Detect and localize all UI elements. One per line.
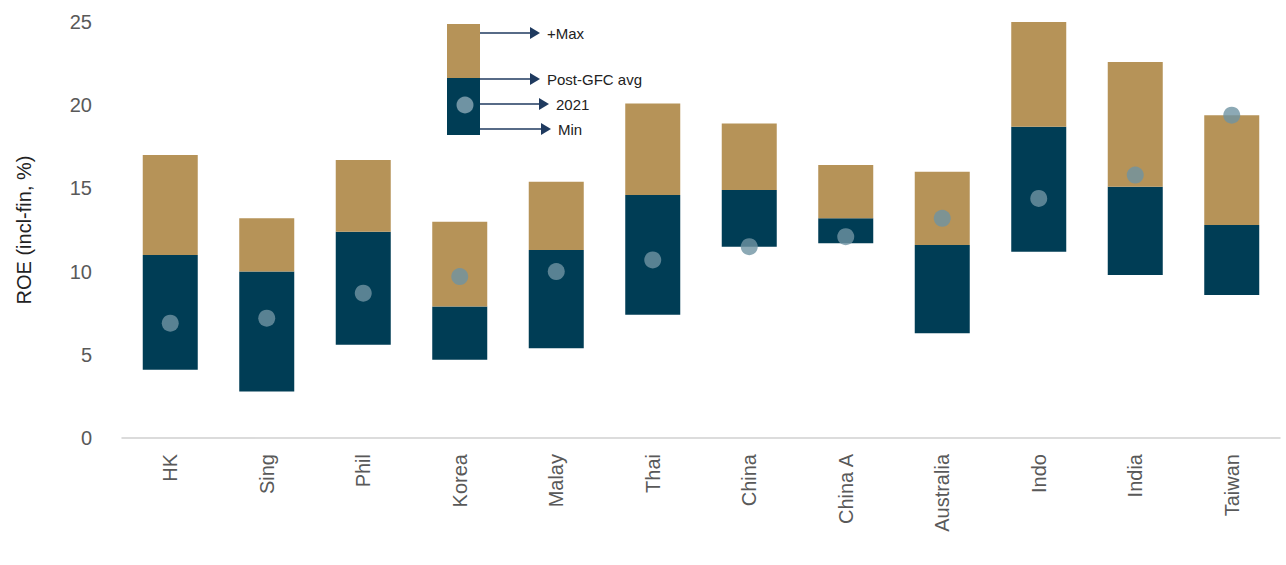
svg-text:China: China (738, 453, 760, 506)
svg-text:15: 15 (70, 177, 92, 199)
svg-text:Korea: Korea (449, 453, 471, 507)
svg-text:Phil: Phil (352, 454, 374, 487)
svg-text:Min: Min (558, 121, 582, 138)
svg-text:20: 20 (70, 94, 92, 116)
svg-text:Taiwan: Taiwan (1221, 454, 1243, 516)
svg-text:+Max: +Max (547, 25, 585, 42)
svg-text:Australia: Australia (931, 453, 953, 532)
svg-text:China A: China A (835, 453, 857, 524)
svg-text:25: 25 (70, 11, 92, 33)
svg-text:Malay: Malay (545, 454, 567, 507)
svg-text:Post-GFC avg: Post-GFC avg (547, 71, 642, 88)
svg-text:Indo: Indo (1028, 454, 1050, 493)
svg-text:2021: 2021 (556, 96, 589, 113)
svg-text:Thai: Thai (642, 454, 664, 493)
svg-text:5: 5 (81, 344, 92, 366)
svg-text:ROE (incl-fin, %): ROE (incl-fin, %) (13, 156, 35, 305)
svg-text:0: 0 (81, 427, 92, 449)
svg-text:10: 10 (70, 261, 92, 283)
svg-text:Sing: Sing (256, 454, 278, 494)
svg-text:India: India (1124, 453, 1146, 497)
svg-text:HK: HK (159, 453, 181, 481)
